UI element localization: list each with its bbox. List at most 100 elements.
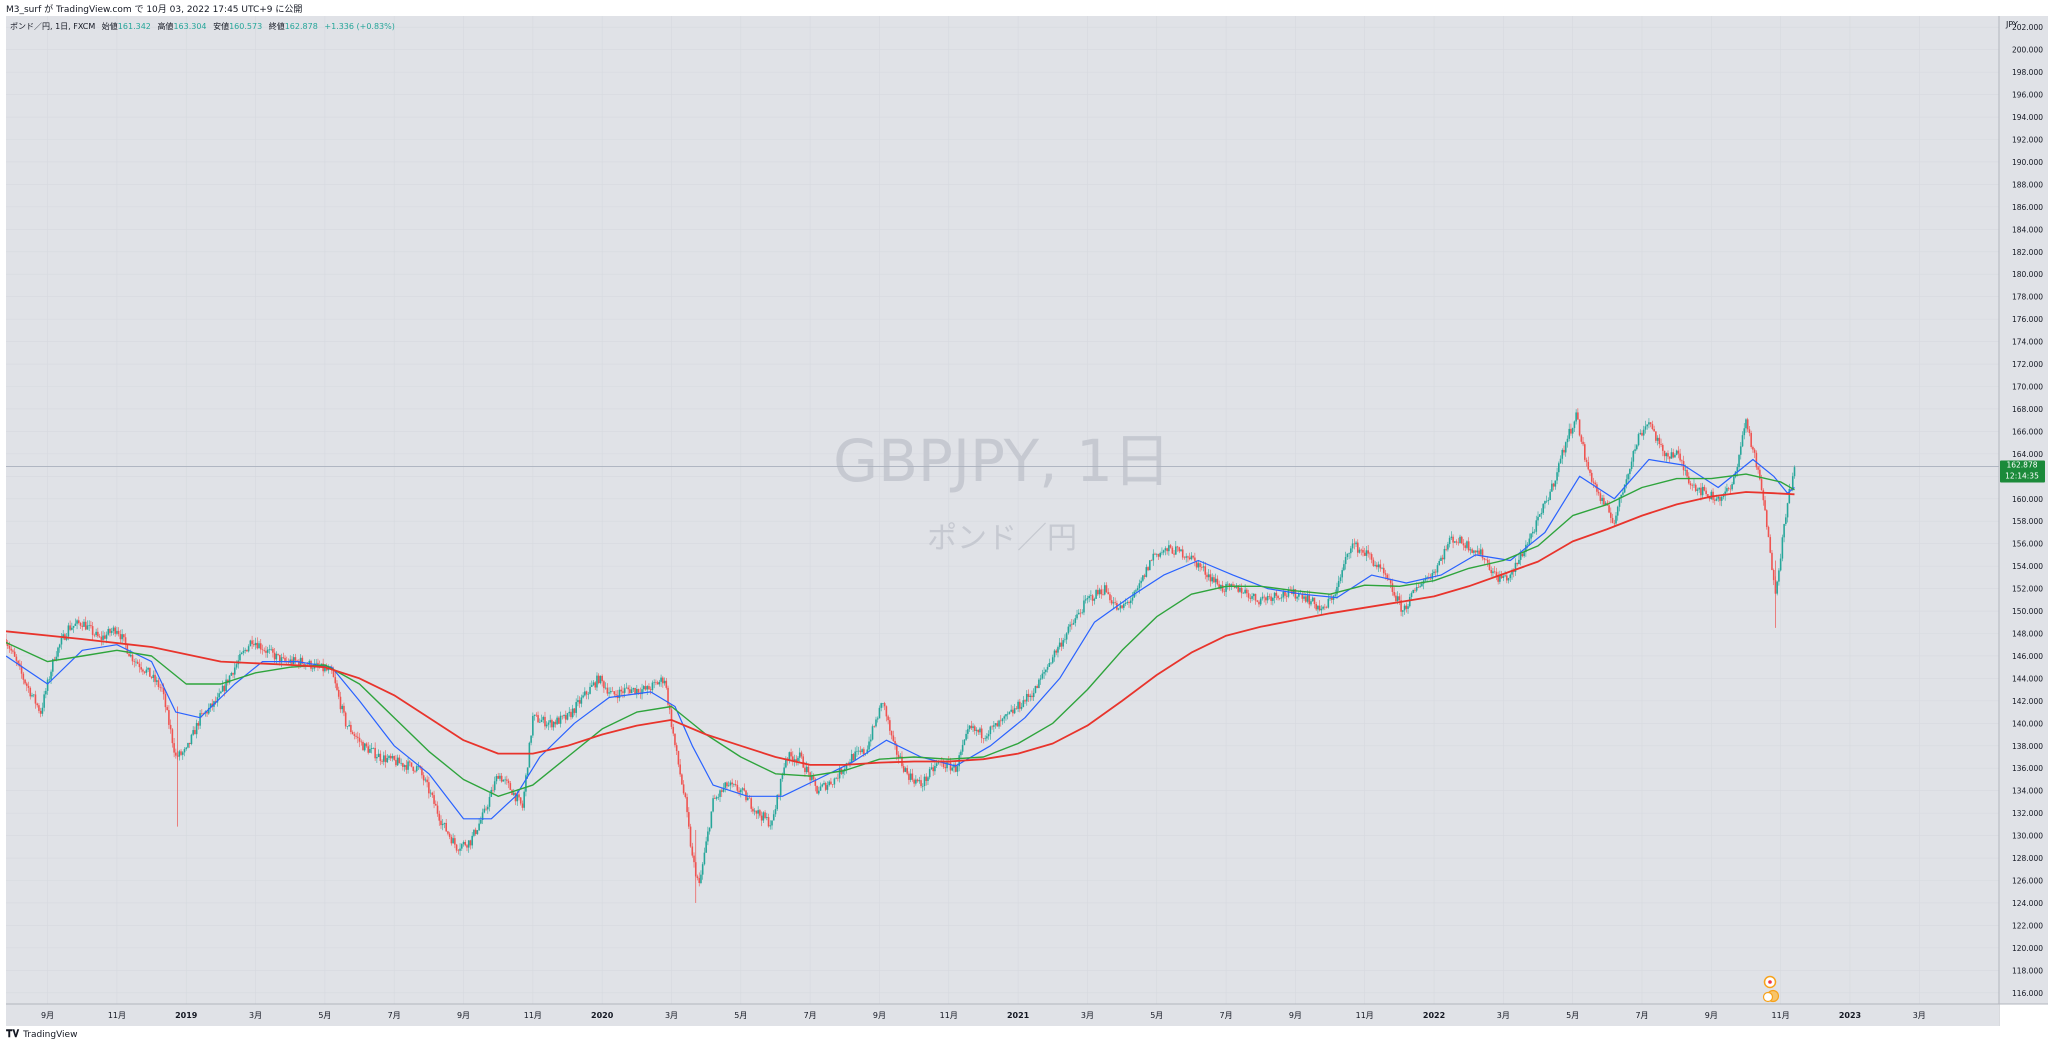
candle-body — [512, 792, 515, 795]
candle-body — [946, 761, 948, 769]
candle-body — [814, 779, 817, 786]
candle-body — [95, 631, 97, 636]
candle-body — [1173, 553, 1175, 555]
candle-body — [485, 808, 487, 810]
candle-body — [750, 798, 753, 809]
candle-body — [1677, 450, 1680, 454]
candle-body — [105, 634, 108, 639]
candle-body — [1050, 662, 1052, 664]
candle-body — [656, 682, 659, 685]
candle-body — [1568, 428, 1571, 439]
candle-body — [1230, 584, 1233, 587]
chart-watermark: GBPJPY, 1日 ポンド／円 — [833, 427, 1171, 556]
candle-body — [1542, 503, 1545, 513]
candle-body — [1154, 553, 1156, 555]
candle-body — [1516, 562, 1519, 565]
price-chart[interactable]: GBPJPY, 1日 ポンド／円 ポンド／円, 1日, FXCM 始値161.3… — [5, 16, 2048, 1026]
candle-body — [1112, 602, 1115, 604]
candle-body — [1637, 434, 1640, 446]
candle-body — [1507, 578, 1510, 581]
candle-body — [698, 877, 701, 884]
candle-body — [396, 757, 399, 766]
candle-body — [1152, 553, 1155, 561]
candle-body — [1313, 597, 1316, 605]
candle-body — [653, 682, 655, 683]
candle-body — [1025, 693, 1028, 702]
tradingview-logo[interactable]: 𝐓𝐕 TradingView — [6, 1029, 77, 1040]
candle-body — [868, 741, 870, 750]
candle-body — [1459, 536, 1461, 544]
candle-body — [575, 702, 577, 713]
chart-container[interactable]: GBPJPY, 1日 ポンド／円 ポンド／円, 1日, FXCM 始値161.3… — [5, 16, 2048, 1026]
candle-body — [502, 779, 505, 782]
candle-body — [1429, 578, 1432, 580]
candle-body — [521, 803, 524, 808]
footer-bar: 𝐓𝐕 TradingView — [0, 1026, 2048, 1043]
candle-body — [1034, 686, 1037, 693]
candle-body — [53, 659, 56, 661]
candle-body — [1540, 512, 1543, 515]
price-tick-label: 178.000 — [2012, 293, 2043, 302]
candle-body — [1187, 556, 1189, 558]
candle-body — [1339, 577, 1342, 581]
candle-body — [1197, 563, 1200, 568]
time-tick-label: 11月 — [524, 1011, 542, 1020]
candle-body — [48, 679, 51, 681]
candle-body — [339, 696, 342, 710]
candle-body — [1213, 577, 1215, 583]
candle-body — [759, 810, 761, 816]
candle-body — [942, 762, 945, 768]
candle-body — [1190, 555, 1193, 560]
candle-body — [499, 775, 501, 779]
candle-body — [1634, 449, 1636, 452]
candle-body — [1275, 592, 1278, 596]
candle-body — [724, 782, 727, 788]
candle-body — [1242, 593, 1245, 594]
price-tick-label: 140.000 — [2012, 719, 2043, 728]
candle-body — [1107, 592, 1110, 595]
earnings-marker-icon[interactable] — [1762, 991, 1774, 1003]
candle-body — [1192, 555, 1194, 558]
event-markers[interactable] — [1762, 975, 1780, 1003]
candle-body — [88, 625, 90, 626]
candle-body — [1582, 441, 1584, 445]
candle-body — [1346, 553, 1349, 558]
candle-body — [1348, 553, 1350, 554]
candle-body — [221, 685, 224, 692]
price-scale[interactable] — [1999, 16, 2048, 1004]
candle-body — [719, 790, 721, 797]
candle-body — [856, 751, 858, 752]
candle-body — [1729, 488, 1732, 490]
candle-body — [395, 759, 397, 766]
candle-body — [1045, 669, 1047, 673]
candle-body — [930, 767, 933, 769]
price-tick-label: 136.000 — [2012, 764, 2043, 773]
candle-body — [391, 756, 394, 759]
time-scale[interactable] — [6, 1004, 1999, 1026]
candle-body — [642, 686, 645, 690]
time-tick-label: 9月 — [873, 1011, 886, 1020]
candle-body — [1655, 431, 1657, 441]
candle-body — [1065, 633, 1068, 640]
candle-body — [691, 846, 694, 856]
candle-body — [689, 826, 692, 847]
candle-body — [261, 649, 264, 651]
candle-body — [1074, 618, 1077, 623]
candle-body — [1038, 679, 1040, 689]
candle-body — [720, 790, 723, 792]
candle-body — [298, 660, 300, 666]
candle-body — [1135, 590, 1137, 592]
plot-area[interactable] — [6, 16, 1999, 1004]
publish-info-bar: M3_surf が TradingView.com で 10月 03, 2022… — [0, 0, 2048, 16]
candle-body — [999, 720, 1002, 722]
candle-body — [1379, 564, 1382, 569]
candle-body — [360, 741, 363, 743]
candle-body — [1280, 597, 1283, 599]
candle-body — [1488, 562, 1491, 571]
candle-body — [150, 676, 153, 678]
last-price-tag: 162.878 12:14:35 — [2000, 460, 2045, 483]
candle-body — [97, 631, 99, 637]
candle-body — [714, 798, 716, 799]
candle-body — [1310, 601, 1312, 605]
candle-body — [537, 715, 539, 723]
